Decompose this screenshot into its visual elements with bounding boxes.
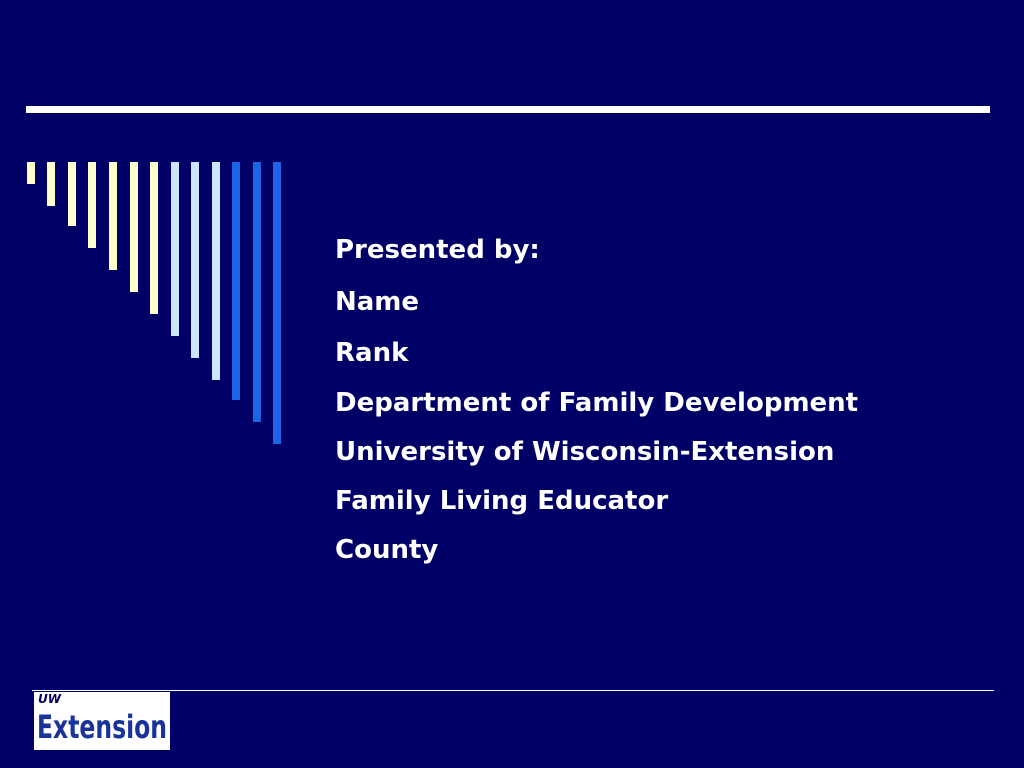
text-line: Presented by: bbox=[335, 235, 540, 265]
bars bbox=[27, 162, 281, 444]
logo-top: UW bbox=[38, 692, 62, 706]
text-line: County bbox=[335, 535, 439, 565]
text-line: Name bbox=[335, 287, 420, 317]
bottom-rule bbox=[32, 690, 994, 691]
text-line: University of Wisconsin-Extension bbox=[335, 437, 835, 467]
text-line: Rank bbox=[335, 338, 409, 368]
logo-main: Extension bbox=[37, 708, 167, 746]
logo-box bbox=[34, 692, 170, 750]
text-line: Department of Family Development bbox=[335, 388, 859, 418]
top-rule bbox=[26, 106, 990, 113]
text-line: Family Living Educator bbox=[335, 486, 669, 516]
